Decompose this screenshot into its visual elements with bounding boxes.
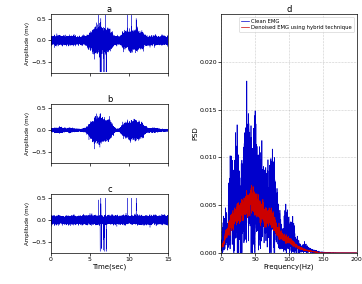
Clean EMG xyxy=(220,251,225,254)
Clean EMG xyxy=(301,246,306,249)
Clean EMG xyxy=(245,79,249,83)
Title: c: c xyxy=(107,185,112,194)
Y-axis label: PSD: PSD xyxy=(192,127,198,140)
Y-axis label: Amplitude (mv): Amplitude (mv) xyxy=(25,202,30,245)
Title: b: b xyxy=(107,95,112,104)
Clean EMG xyxy=(273,221,277,224)
Line: Denoised EMG using hybrid technique: Denoised EMG using hybrid technique xyxy=(221,185,357,253)
X-axis label: Frequency(Hz): Frequency(Hz) xyxy=(264,263,314,270)
Denoised EMG using hybrid technique xyxy=(354,251,358,254)
Clean EMG xyxy=(219,240,223,243)
Denoised EMG using hybrid technique xyxy=(284,236,289,240)
Denoised EMG using hybrid technique xyxy=(219,246,223,249)
Clean EMG xyxy=(284,221,289,224)
Clean EMG xyxy=(348,251,353,254)
Line: Clean EMG: Clean EMG xyxy=(221,81,357,253)
Denoised EMG using hybrid technique xyxy=(348,251,353,254)
Clean EMG xyxy=(354,251,359,254)
Title: a: a xyxy=(107,5,112,14)
Title: d: d xyxy=(286,5,292,14)
Y-axis label: Amplitude (mv): Amplitude (mv) xyxy=(25,22,30,65)
Denoised EMG using hybrid technique xyxy=(264,207,268,211)
Denoised EMG using hybrid technique xyxy=(354,251,359,254)
Denoised EMG using hybrid technique xyxy=(273,222,277,225)
Clean EMG xyxy=(246,174,251,178)
Denoised EMG using hybrid technique xyxy=(246,197,251,200)
Y-axis label: Amplitude (mv): Amplitude (mv) xyxy=(25,112,30,155)
Legend: Clean EMG, Denoised EMG using hybrid technique: Clean EMG, Denoised EMG using hybrid tec… xyxy=(239,17,354,32)
Denoised EMG using hybrid technique xyxy=(301,248,306,252)
X-axis label: Time(sec): Time(sec) xyxy=(92,263,127,270)
Clean EMG xyxy=(264,215,269,218)
Denoised EMG using hybrid technique xyxy=(249,183,254,187)
